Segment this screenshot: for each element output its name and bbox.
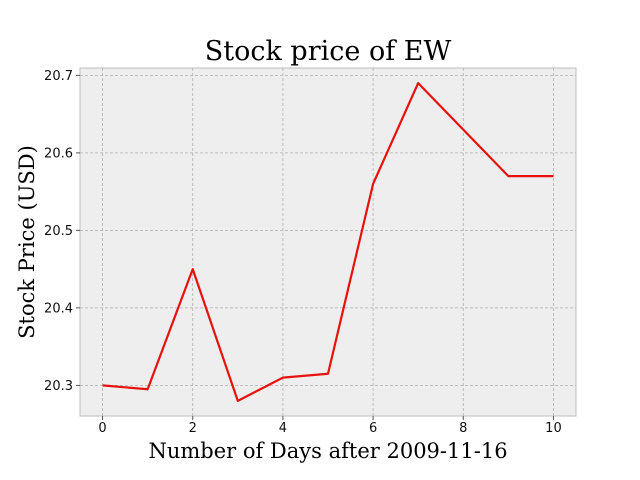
x-tick-label: 10 [545,421,562,436]
x-tick-label: 6 [369,421,377,436]
x-tick-label: 2 [189,421,197,436]
x-tick-label: 0 [98,421,106,436]
y-tick-label: 20.5 [44,224,73,239]
y-axis-label: Stock Price (USD) [15,145,39,339]
y-tick-label: 20.6 [44,146,73,161]
y-tick-label: 20.3 [44,379,73,394]
x-axis-label: Number of Days after 2009-11-16 [148,439,507,463]
grid-lines [80,68,576,416]
series-lines [102,82,554,402]
y-tick-label: 20.4 [44,301,73,316]
plot-area [79,67,577,417]
x-tick-label: 4 [279,421,287,436]
axis-ticks: 0 2 4 6 8 10 20.3 20.4 20.5 20.6 20.7 [44,69,562,436]
x-tick-label: 8 [459,421,467,436]
y-tick-label: 20.7 [44,69,73,84]
chart-title: Stock price of EW [205,36,452,67]
